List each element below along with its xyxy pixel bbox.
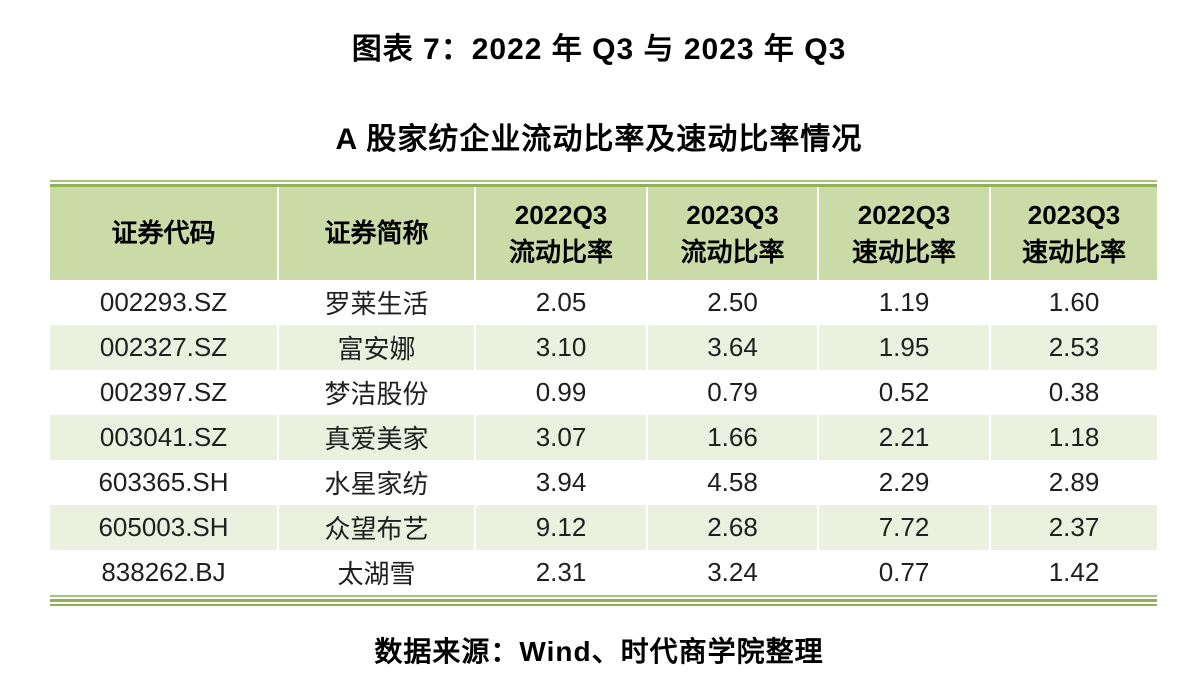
ratio-data-table: 证券代码 证券简称 2022Q3 流动比率 2023Q3 流动比率 2022Q3 速动比率 20… — [50, 187, 1157, 595]
table-row: 002397.SZ 梦洁股份 0.99 0.79 0.52 0.38 — [50, 370, 1157, 415]
table-cell: 002293.SZ — [99, 287, 228, 317]
table-cell: 1.42 — [989, 550, 1157, 595]
table-top-rule — [50, 180, 1157, 187]
column-header: 2022Q3 流动比率 — [474, 187, 647, 280]
table-row: 003041.SZ 真爱美家 3.07 1.66 2.21 1.18 — [50, 415, 1157, 460]
table-cell: 0.52 — [817, 370, 990, 415]
table-cell: 2.68 — [646, 505, 818, 550]
table-cell: 梦洁股份 — [277, 370, 475, 415]
table-cell: 1.60 — [989, 280, 1157, 325]
table-cell: 罗莱生活 — [277, 280, 475, 325]
table-cell: 2.31 — [474, 550, 647, 595]
table-cell: 真爱美家 — [277, 415, 475, 460]
table-cell: 富安娜 — [277, 325, 475, 370]
table-row: 605003.SH 众望布艺 9.12 2.68 7.72 2.37 — [50, 505, 1157, 550]
table-cell: 3.94 — [474, 460, 647, 505]
table-cell: 3.10 — [474, 325, 647, 370]
column-header: 证券简称 — [277, 187, 475, 280]
table-cell: 0.38 — [989, 370, 1157, 415]
table-row: 002293.SZ 罗莱生活 2.05 2.50 1.19 1.60 — [50, 280, 1157, 325]
table-cell: 1.66 — [646, 415, 818, 460]
table-cell: 2.29 — [817, 460, 990, 505]
ratio-table: 证券代码 证券简称 2022Q3 流动比率 2023Q3 流动比率 2022Q3 速动比率 20… — [50, 180, 1157, 606]
figure-subtitle: A 股家纺企业流动比率及速动比率情况 — [335, 123, 863, 156]
table-cell: 9.12 — [474, 505, 647, 550]
table-cell: 众望布艺 — [277, 505, 475, 550]
table-row: 002327.SZ 富安娜 3.10 3.64 1.95 2.53 — [50, 325, 1157, 370]
figure-title: 图表 7：2022 年 Q3 与 2023 年 Q3 — [351, 33, 847, 66]
table-body: 002293.SZ 罗莱生活 2.05 2.50 1.19 1.60 002327.SZ 富安… — [50, 280, 1157, 595]
table-cell: 0.77 — [817, 550, 990, 595]
table-cell: 2.89 — [989, 460, 1157, 505]
data-source-note: 数据来源：Wind、时代商学院整理 — [374, 636, 824, 667]
table-cell: 3.07 — [474, 415, 647, 460]
table-cell: 4.58 — [646, 460, 818, 505]
table-row: 838262.BJ 太湖雪 2.31 3.24 0.77 1.42 — [50, 550, 1157, 595]
table-header: 证券代码 证券简称 2022Q3 流动比率 2023Q3 流动比率 2022Q3 速动比率 20… — [50, 187, 1157, 280]
column-header: 2023Q3 速动比率 — [989, 187, 1157, 280]
table-cell: 1.95 — [817, 325, 990, 370]
column-header: 证券代码 — [50, 187, 278, 280]
table-bottom-rule — [50, 595, 1157, 606]
table-cell: 2.53 — [989, 325, 1157, 370]
table-header-row: 证券代码 证券简称 2022Q3 流动比率 2023Q3 流动比率 2022Q3 速动比率 20… — [50, 187, 1157, 280]
column-header: 2023Q3 流动比率 — [646, 187, 818, 280]
table-cell: 太湖雪 — [277, 550, 475, 595]
table-cell: 3.24 — [646, 550, 818, 595]
table-cell: 2.05 — [474, 280, 647, 325]
table-cell: 7.72 — [817, 505, 990, 550]
table-cell: 002397.SZ — [99, 377, 228, 407]
table-cell: 2.50 — [646, 280, 818, 325]
table-cell: 2.21 — [817, 415, 990, 460]
table-cell: 1.19 — [817, 280, 990, 325]
table-cell: 003041.SZ — [50, 415, 278, 460]
table-cell: 0.79 — [646, 370, 818, 415]
table-cell: 603365.SH — [98, 467, 229, 497]
table-cell: 605003.SH — [50, 505, 278, 550]
table-cell: 838262.BJ — [101, 557, 226, 587]
table-cell: 3.64 — [646, 325, 818, 370]
table-cell: 水星家纺 — [277, 460, 475, 505]
table-cell: 0.99 — [474, 370, 647, 415]
table-cell: 1.18 — [989, 415, 1157, 460]
table-row: 603365.SH 水星家纺 3.94 4.58 2.29 2.89 — [50, 460, 1157, 505]
column-header: 2022Q3 速动比率 — [817, 187, 990, 280]
table-cell: 2.37 — [989, 505, 1157, 550]
table-cell: 002327.SZ — [50, 325, 278, 370]
